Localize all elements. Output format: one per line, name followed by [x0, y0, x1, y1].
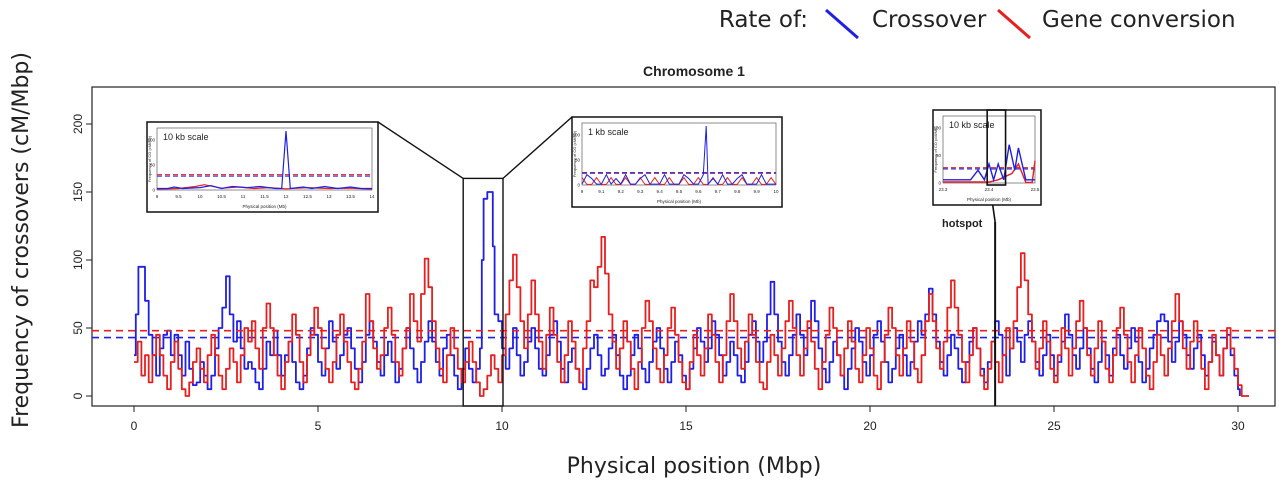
inset-frame	[571, 116, 783, 208]
x-tick-label: 0	[131, 419, 138, 433]
insets: 10 kb scale Frequency of CO (cM/Mb) Physic…	[146, 109, 1042, 213]
inset-x-tick: 10	[197, 194, 203, 199]
inset-x-label: Physical position (Mb)	[967, 197, 1012, 202]
inset-line-gene-conversion	[156, 184, 373, 190]
inset-y-tick: 100	[147, 138, 155, 143]
legend-swatch-crossover	[825, 8, 859, 40]
y-axis-label: Frequency of crossovers (cM/Mbp)	[9, 52, 34, 428]
inset-x-tick: 9.3	[637, 189, 644, 194]
inset-x-tick: 9	[581, 189, 584, 194]
hotspot-box	[986, 109, 1007, 186]
inset-x-tick: 9.6	[695, 189, 702, 194]
inset-line-crossover	[157, 130, 372, 190]
inset-x-tick: 9.5	[175, 194, 182, 199]
inset-y-tick: 50	[150, 163, 156, 168]
inset-x-tick: 12.5	[303, 194, 312, 199]
inset-x-tick: 9.7	[715, 189, 722, 194]
inset-y-tick: 100	[933, 126, 941, 131]
inset-y-label: Frequency of CO (cM/Mb)	[572, 130, 577, 177]
y-tick-label: 200	[71, 114, 85, 134]
inset-x-tick: 13.5	[346, 194, 355, 199]
inset-x-tick: 9	[156, 194, 159, 199]
inset-y-tick: 0	[152, 188, 155, 193]
inset-x-tick: 11.5	[260, 194, 269, 199]
zoom-connector	[502, 116, 573, 179]
x-tick-label: 30	[1231, 419, 1245, 433]
x-tick-label: 20	[863, 419, 877, 433]
y-tick-label: 0	[71, 392, 85, 399]
inset-x-tick: 9.8	[734, 189, 741, 194]
zoom-connectors	[377, 116, 997, 407]
inset-y-tick: 100	[572, 133, 580, 138]
inset-3: 10 kb scale Frequency of CO (cM/Mb) Physic…	[932, 109, 1042, 206]
inset-y-tick: 50	[936, 153, 942, 158]
legend-swatch-gene-conversion	[997, 8, 1031, 40]
x-axis-label: Physical position (Mbp)	[567, 454, 822, 479]
inset-scale-label: 10 kb scale	[163, 132, 209, 142]
zoom-box	[462, 177, 504, 407]
inset-frame	[146, 121, 379, 213]
x-tick-label: 25	[1047, 419, 1061, 433]
inset-x-tick: 23.3	[939, 187, 948, 192]
chart-title: Chromosome 1	[643, 63, 745, 79]
inset-x-tick: 11	[241, 194, 246, 199]
plot-frame	[91, 86, 1276, 407]
inset-x-label: Physical position (Mb)	[657, 199, 702, 204]
inset-x-tick: 23.4	[985, 187, 994, 192]
y-tick-label: 100	[71, 250, 85, 270]
legend-label-gene-conversion: Gene conversion	[1042, 7, 1236, 33]
series-line-gene-conversion	[134, 236, 1249, 397]
inset-y-tick: 50	[575, 158, 581, 163]
inset-x-tick: 13	[326, 194, 332, 199]
inset-line-crossover	[943, 144, 1035, 183]
inset-line-crossover	[581, 125, 776, 186]
inset-scale-label: 10 kb scale	[949, 120, 995, 130]
inset-x-tick: 12	[283, 194, 289, 199]
inset-plot-area	[942, 115, 1036, 184]
inset-x-label: Physical position (Mb)	[242, 204, 287, 209]
legend-prefix: Rate of:	[719, 7, 808, 33]
legend-label-crossover: Crossover	[872, 7, 987, 33]
x-tick-label: 15	[679, 419, 693, 433]
x-tick-label: 10	[495, 419, 509, 433]
inset-2: 1 kb scale Frequency of CO (cM/Mb) Physica…	[571, 116, 783, 208]
inset-x-tick: 14	[369, 194, 375, 199]
inset-y-label: Frequency of CO (cM/Mb)	[933, 126, 938, 173]
inset-x-tick: 9.9	[753, 189, 760, 194]
inset-y-label: Frequency of CO (cM/Mb)	[147, 135, 152, 182]
plot-lines	[92, 191, 1275, 397]
inset-x-tick: 9.4	[656, 189, 663, 194]
inset-1: 10 kb scale Frequency of CO (cM/Mb) Physic…	[146, 121, 379, 213]
inset-plot-area	[581, 122, 777, 186]
inset-x-tick: 9.2	[618, 189, 625, 194]
y-tick-label: 50	[71, 321, 85, 335]
inset-x-tick: 10.5	[217, 194, 226, 199]
y-tick-label: 150	[71, 182, 85, 202]
inset-x-tick: 10	[773, 189, 779, 194]
inset-x-tick: 9.5	[676, 189, 683, 194]
inset-x-tick: 9.1	[598, 189, 605, 194]
hotspot-annotation: hotspot	[942, 218, 983, 230]
inset-x-tick: 23.5	[1031, 187, 1040, 192]
inset-plot-area	[156, 127, 373, 191]
inset-y-tick: 0	[938, 181, 941, 186]
inset-y-tick: 0	[577, 183, 580, 188]
legend: Rate of: Crossover Gene conversion	[719, 7, 1236, 40]
series-line-crossover	[134, 191, 1241, 396]
x-tick-label: 5	[315, 419, 322, 433]
zoom-connector	[377, 121, 464, 179]
inset-scale-label: 1 kb scale	[588, 127, 629, 137]
